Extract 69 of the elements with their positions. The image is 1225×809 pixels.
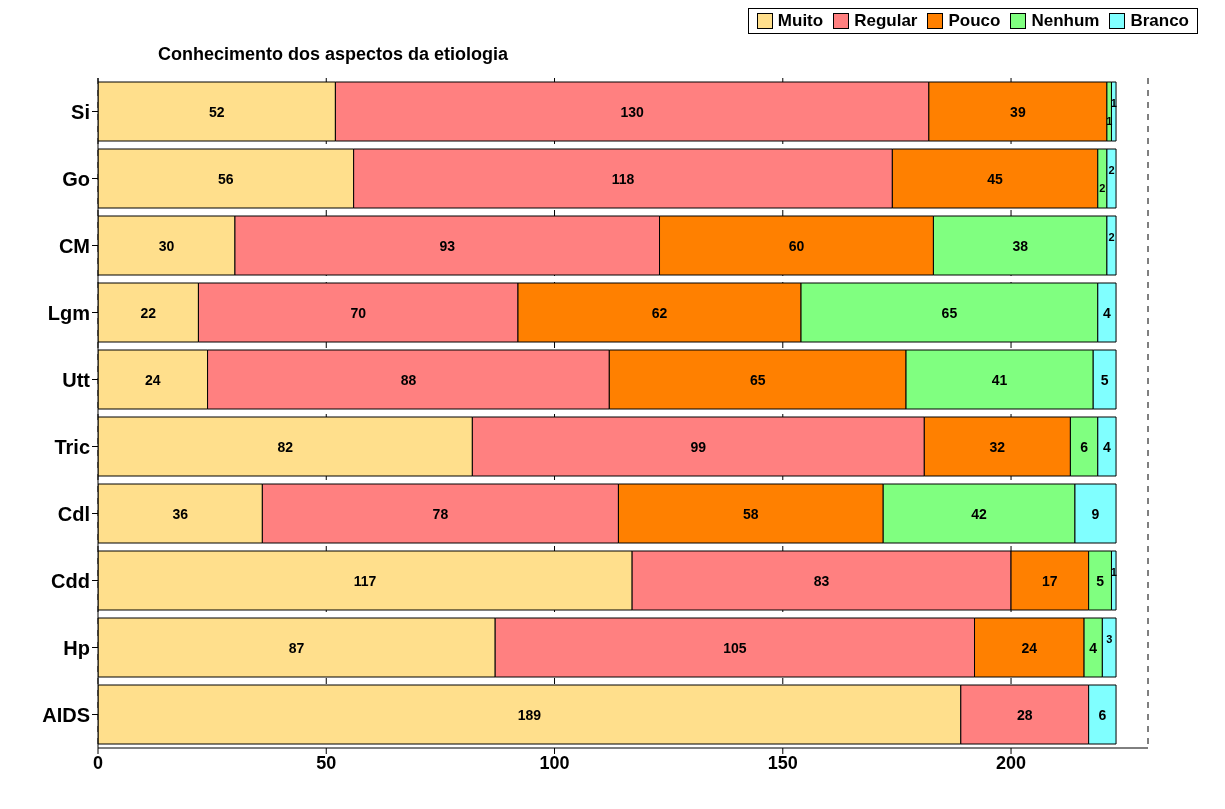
x-tick-label: 100	[539, 752, 570, 773]
data-label: 6	[1098, 706, 1107, 723]
data-label: 32	[989, 438, 1006, 455]
data-label: 6	[1080, 438, 1089, 455]
data-label: 45	[987, 170, 1004, 187]
data-label: 2	[1108, 163, 1115, 176]
data-label: 4	[1103, 304, 1112, 321]
data-label: 56	[218, 170, 234, 187]
data-label: 1	[1110, 96, 1117, 109]
data-label: 2	[1108, 230, 1115, 243]
data-label: 130	[620, 103, 645, 120]
data-label: 3	[1106, 632, 1113, 645]
legend-label: Nenhum	[1030, 11, 1100, 31]
data-label: 65	[941, 304, 958, 321]
y-tick-label: Lgm	[47, 301, 90, 324]
data-label: 22	[140, 304, 157, 321]
data-label: 78	[432, 505, 449, 522]
legend-label: Branco	[1129, 11, 1189, 31]
legend-label: Regular	[853, 11, 918, 31]
y-tick-label: Hp	[63, 636, 90, 659]
data-label: 117	[353, 572, 377, 589]
y-tick-label: CM	[58, 234, 90, 257]
data-label: 1	[1110, 565, 1117, 578]
data-label: 24	[144, 371, 161, 388]
data-label: 36	[172, 505, 189, 522]
data-label: 93	[439, 237, 456, 254]
y-tick-label: Cdd	[51, 569, 90, 592]
legend-label: Muito	[776, 11, 824, 31]
data-label: 189	[517, 706, 542, 723]
y-tick-label: Si	[71, 100, 90, 123]
data-label: 4	[1089, 639, 1098, 656]
data-label: 4	[1103, 438, 1112, 455]
x-tick-label: 150	[767, 752, 798, 773]
legend-label: Pouco	[947, 11, 1001, 31]
data-label: 9	[1091, 505, 1100, 522]
data-label: 24	[1021, 639, 1038, 656]
y-tick-label: Go	[62, 167, 90, 190]
data-label: 58	[743, 505, 759, 522]
data-label: 87	[288, 639, 305, 656]
data-label: 41	[991, 371, 1008, 388]
data-label: 105	[723, 639, 747, 656]
data-label: 52	[208, 103, 225, 120]
data-label: 2	[1099, 181, 1106, 194]
x-tick-label: 50	[316, 752, 337, 773]
bar	[1110, 81, 1117, 142]
data-label: 118	[611, 170, 635, 187]
data-label: 88	[400, 371, 417, 388]
data-label: 65	[749, 371, 766, 388]
data-label: 39	[1010, 103, 1026, 120]
data-label: 28	[1016, 706, 1033, 723]
data-label: 5	[1096, 572, 1105, 589]
chart-title: Conhecimento dos aspectos da etiologia	[158, 44, 509, 65]
data-label: 62	[651, 304, 668, 321]
data-label: 70	[350, 304, 367, 321]
y-tick-label: AIDS	[42, 703, 90, 726]
y-tick-label: Utt	[62, 368, 91, 391]
data-label: 60	[788, 237, 805, 254]
data-label: 30	[158, 237, 175, 254]
x-tick-label: 200	[996, 752, 1027, 773]
data-label: 5	[1100, 371, 1109, 388]
data-label: 42	[971, 505, 988, 522]
y-tick-label: Tric	[54, 435, 90, 458]
y-tick-label: Cdl	[57, 502, 90, 525]
data-label: 17	[1042, 572, 1058, 589]
data-label: 82	[277, 438, 294, 455]
data-label: 83	[813, 572, 830, 589]
x-tick-label: 0	[92, 752, 104, 773]
data-label: 99	[690, 438, 707, 455]
data-label: 38	[1012, 237, 1029, 254]
